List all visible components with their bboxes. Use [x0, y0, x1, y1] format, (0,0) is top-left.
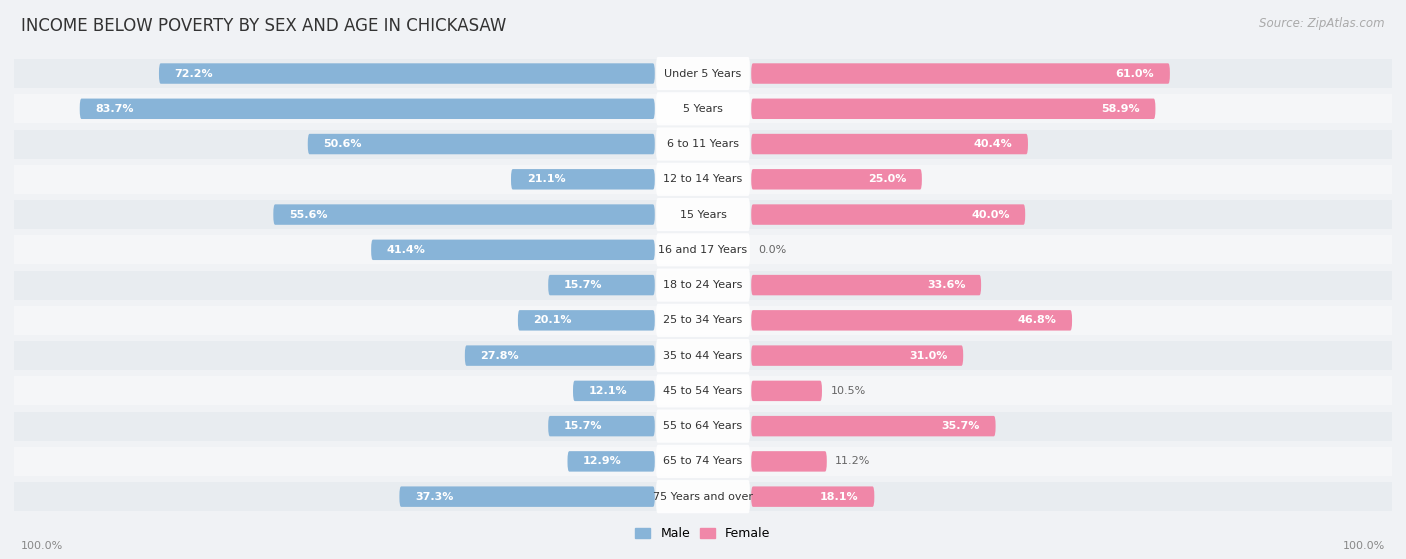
Legend: Male, Female: Male, Female — [636, 527, 770, 540]
FancyBboxPatch shape — [273, 205, 655, 225]
Text: 100.0%: 100.0% — [21, 541, 63, 551]
FancyBboxPatch shape — [657, 445, 749, 478]
FancyBboxPatch shape — [657, 92, 749, 125]
FancyBboxPatch shape — [517, 310, 655, 330]
Bar — [14, 165, 1392, 194]
FancyBboxPatch shape — [657, 198, 749, 231]
FancyBboxPatch shape — [80, 98, 655, 119]
Text: 6 to 11 Years: 6 to 11 Years — [666, 139, 740, 149]
FancyBboxPatch shape — [399, 486, 655, 507]
FancyBboxPatch shape — [657, 304, 749, 337]
Text: 35 to 44 Years: 35 to 44 Years — [664, 350, 742, 361]
FancyBboxPatch shape — [751, 98, 1156, 119]
Text: 18.1%: 18.1% — [820, 492, 859, 501]
FancyBboxPatch shape — [751, 345, 963, 366]
Text: 100.0%: 100.0% — [1343, 541, 1385, 551]
Text: 11.2%: 11.2% — [835, 456, 870, 466]
FancyBboxPatch shape — [657, 339, 749, 372]
Bar — [14, 271, 1392, 300]
Text: 33.6%: 33.6% — [927, 280, 966, 290]
Text: 50.6%: 50.6% — [323, 139, 361, 149]
Text: 75 Years and over: 75 Years and over — [652, 492, 754, 501]
Text: 31.0%: 31.0% — [910, 350, 948, 361]
FancyBboxPatch shape — [751, 169, 922, 190]
FancyBboxPatch shape — [751, 381, 823, 401]
Text: Source: ZipAtlas.com: Source: ZipAtlas.com — [1260, 17, 1385, 30]
FancyBboxPatch shape — [751, 205, 1025, 225]
FancyBboxPatch shape — [657, 268, 749, 302]
Text: 12.9%: 12.9% — [583, 456, 621, 466]
Bar — [14, 411, 1392, 440]
Text: 27.8%: 27.8% — [481, 350, 519, 361]
FancyBboxPatch shape — [751, 63, 1170, 84]
FancyBboxPatch shape — [465, 345, 655, 366]
Text: 46.8%: 46.8% — [1018, 315, 1056, 325]
Text: 16 and 17 Years: 16 and 17 Years — [658, 245, 748, 255]
Text: 25.0%: 25.0% — [868, 174, 907, 184]
FancyBboxPatch shape — [159, 63, 655, 84]
Text: 12.1%: 12.1% — [589, 386, 627, 396]
Bar — [14, 94, 1392, 123]
Bar — [14, 482, 1392, 511]
FancyBboxPatch shape — [574, 381, 655, 401]
Text: 15.7%: 15.7% — [564, 280, 602, 290]
Text: 83.7%: 83.7% — [96, 104, 134, 114]
Text: 25 to 34 Years: 25 to 34 Years — [664, 315, 742, 325]
FancyBboxPatch shape — [751, 275, 981, 295]
Text: 41.4%: 41.4% — [387, 245, 426, 255]
FancyBboxPatch shape — [751, 416, 995, 437]
Text: 45 to 54 Years: 45 to 54 Years — [664, 386, 742, 396]
FancyBboxPatch shape — [510, 169, 655, 190]
Text: 55.6%: 55.6% — [290, 210, 328, 220]
Text: 10.5%: 10.5% — [831, 386, 866, 396]
FancyBboxPatch shape — [751, 451, 827, 472]
Bar — [14, 341, 1392, 370]
Text: 40.4%: 40.4% — [973, 139, 1012, 149]
Text: 72.2%: 72.2% — [174, 69, 214, 78]
Bar — [14, 447, 1392, 476]
Text: 5 Years: 5 Years — [683, 104, 723, 114]
Text: 55 to 64 Years: 55 to 64 Years — [664, 421, 742, 431]
FancyBboxPatch shape — [657, 163, 749, 196]
FancyBboxPatch shape — [548, 275, 655, 295]
Bar — [14, 200, 1392, 229]
Text: 18 to 24 Years: 18 to 24 Years — [664, 280, 742, 290]
FancyBboxPatch shape — [657, 410, 749, 443]
Text: 37.3%: 37.3% — [415, 492, 453, 501]
FancyBboxPatch shape — [751, 134, 1028, 154]
Bar — [14, 59, 1392, 88]
Bar — [14, 235, 1392, 264]
Text: 61.0%: 61.0% — [1115, 69, 1154, 78]
FancyBboxPatch shape — [548, 416, 655, 437]
FancyBboxPatch shape — [657, 127, 749, 160]
Text: 12 to 14 Years: 12 to 14 Years — [664, 174, 742, 184]
Bar — [14, 306, 1392, 335]
Bar — [14, 130, 1392, 159]
FancyBboxPatch shape — [568, 451, 655, 472]
Text: 20.1%: 20.1% — [533, 315, 572, 325]
Text: Under 5 Years: Under 5 Years — [665, 69, 741, 78]
FancyBboxPatch shape — [657, 233, 749, 267]
Text: 40.0%: 40.0% — [972, 210, 1010, 220]
FancyBboxPatch shape — [657, 57, 749, 90]
Text: 65 to 74 Years: 65 to 74 Years — [664, 456, 742, 466]
Text: 58.9%: 58.9% — [1101, 104, 1140, 114]
Text: 35.7%: 35.7% — [942, 421, 980, 431]
Text: 0.0%: 0.0% — [758, 245, 786, 255]
Text: 15.7%: 15.7% — [564, 421, 602, 431]
FancyBboxPatch shape — [371, 240, 655, 260]
FancyBboxPatch shape — [657, 375, 749, 408]
FancyBboxPatch shape — [308, 134, 655, 154]
FancyBboxPatch shape — [751, 486, 875, 507]
FancyBboxPatch shape — [751, 310, 1071, 330]
Text: INCOME BELOW POVERTY BY SEX AND AGE IN CHICKASAW: INCOME BELOW POVERTY BY SEX AND AGE IN C… — [21, 17, 506, 35]
Text: 21.1%: 21.1% — [527, 174, 565, 184]
FancyBboxPatch shape — [657, 480, 749, 513]
Text: 15 Years: 15 Years — [679, 210, 727, 220]
Bar — [14, 376, 1392, 405]
